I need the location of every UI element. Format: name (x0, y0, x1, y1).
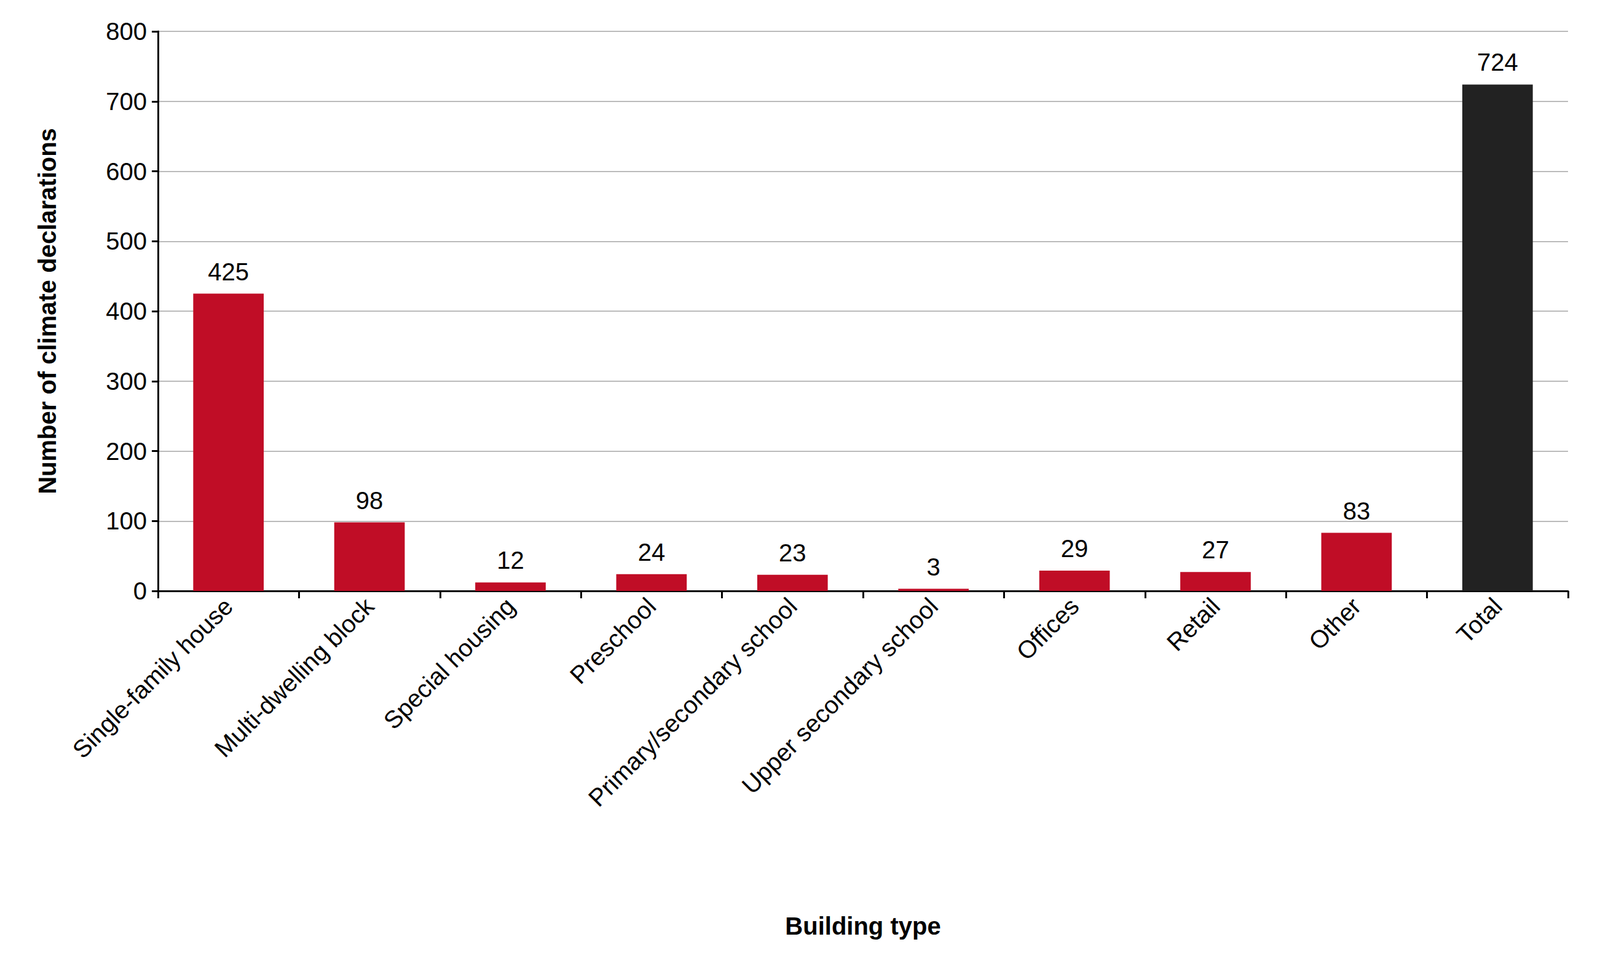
svg-text:500: 500 (105, 227, 147, 255)
svg-text:98: 98 (355, 486, 384, 514)
svg-text:800: 800 (105, 17, 147, 45)
svg-text:Offices: Offices (1011, 591, 1085, 666)
svg-text:12: 12 (496, 546, 525, 574)
svg-text:724: 724 (1477, 48, 1519, 76)
svg-text:Multi-dwelling block: Multi-dwelling block (208, 591, 380, 763)
svg-text:Primary/secondary school: Primary/secondary school (583, 592, 803, 812)
svg-text:Number of climate declarations: Number of climate declarations (33, 127, 61, 495)
svg-text:0: 0 (133, 577, 147, 605)
svg-text:100: 100 (105, 507, 147, 535)
svg-text:27: 27 (1201, 535, 1230, 564)
svg-text:29: 29 (1060, 534, 1089, 562)
svg-text:300: 300 (105, 367, 147, 395)
svg-text:600: 600 (105, 157, 147, 186)
svg-text:83: 83 (1343, 497, 1371, 525)
svg-text:Preschool: Preschool (564, 591, 662, 689)
svg-text:200: 200 (105, 437, 147, 465)
svg-text:Special housing: Special housing (378, 591, 521, 734)
svg-text:Retail: Retail (1161, 591, 1226, 656)
svg-text:23: 23 (778, 539, 807, 567)
svg-text:Upper secondary school: Upper secondary school (736, 591, 943, 799)
svg-text:Total: Total (1451, 591, 1508, 648)
svg-text:3: 3 (926, 553, 941, 581)
svg-text:425: 425 (207, 258, 249, 286)
svg-text:24: 24 (638, 538, 666, 566)
svg-text:Building type: Building type (784, 912, 941, 940)
svg-text:Single-family house: Single-family house (66, 591, 238, 763)
svg-text:700: 700 (105, 87, 147, 115)
svg-text:400: 400 (105, 297, 147, 325)
svg-text:Other: Other (1303, 591, 1367, 655)
